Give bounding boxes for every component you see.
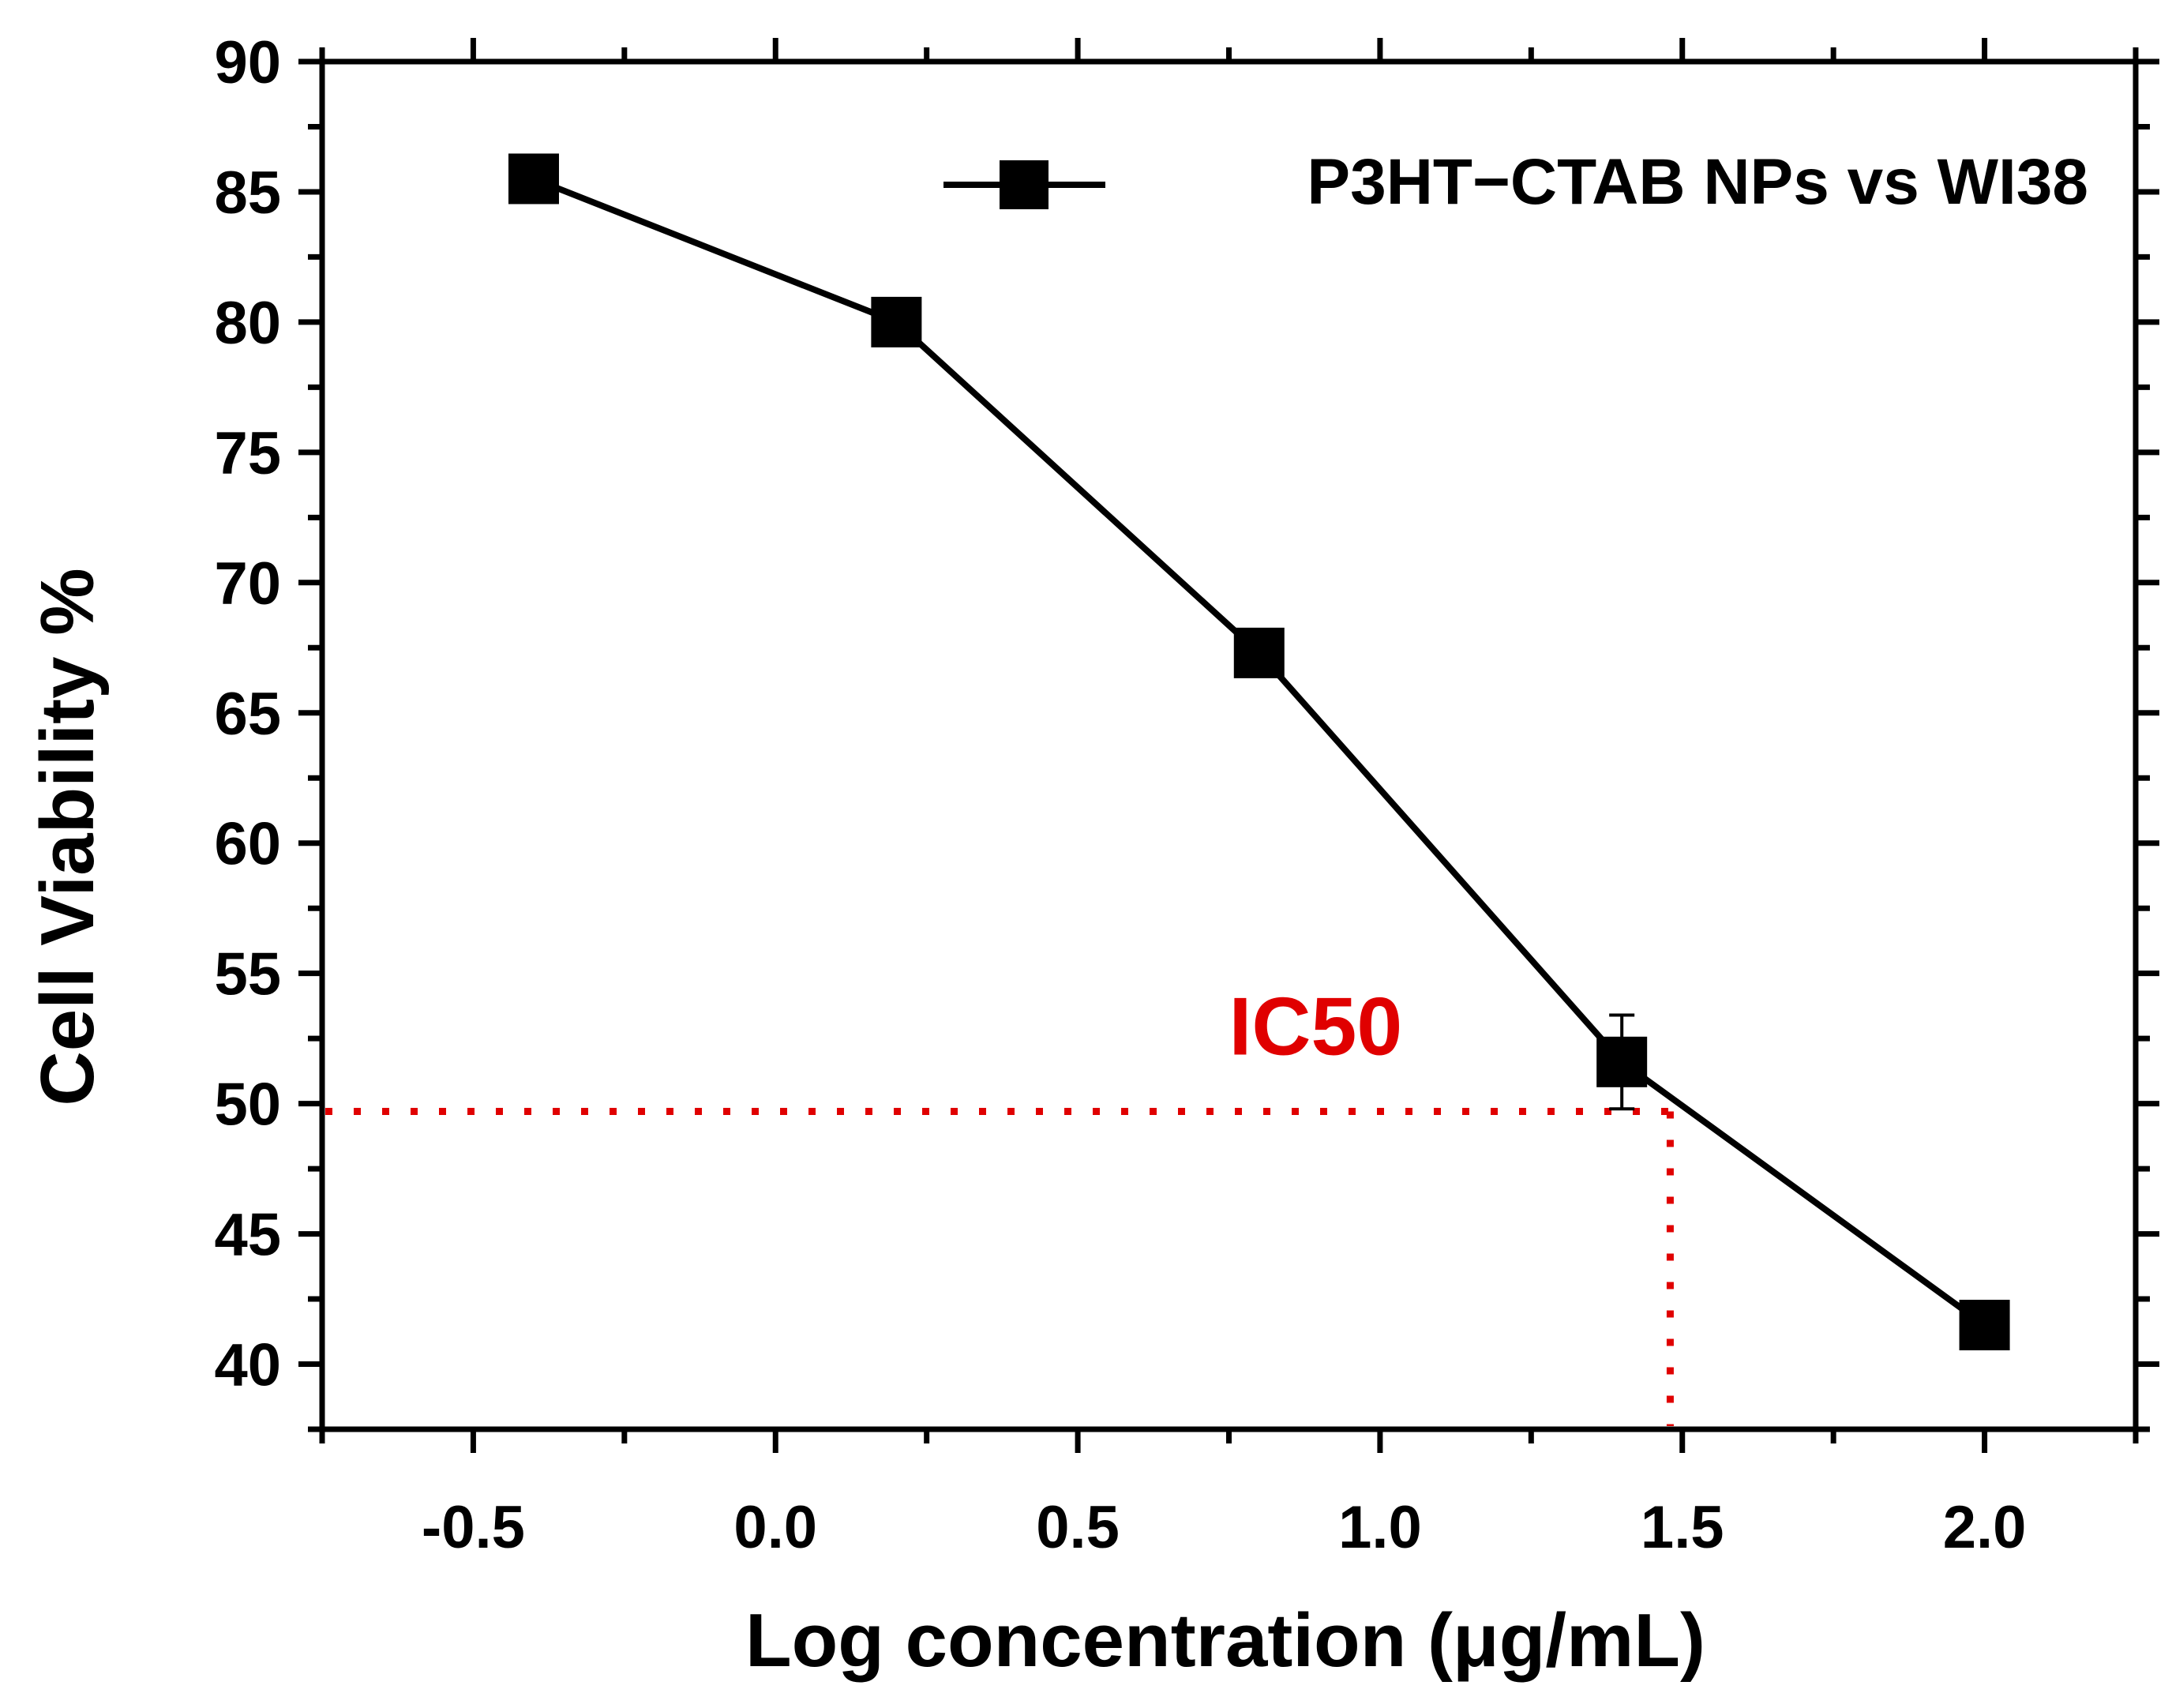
plot-border — [319, 58, 2139, 1432]
y-tick-label: 85 — [214, 160, 281, 227]
y-tick-label: 55 — [214, 941, 281, 1008]
plot-frame — [319, 58, 2139, 1432]
x-tick-label: -0.5 — [422, 1494, 525, 1561]
x-tick-label: 0.5 — [1036, 1494, 1120, 1561]
ic50-guides — [325, 1108, 1674, 1426]
x-tick-label: 0.0 — [733, 1494, 817, 1561]
y-tick-label: 75 — [214, 420, 281, 487]
y-tick-label: 65 — [214, 681, 281, 748]
legend — [943, 160, 1105, 209]
series-line — [532, 175, 1986, 1328]
x-axis-title: Log concentration (μg/mL) — [745, 1598, 1705, 1683]
y-tick-label: 60 — [214, 811, 281, 878]
y-tick-label: 80 — [214, 290, 281, 357]
y-tick-label: 50 — [214, 1072, 281, 1139]
axis-ticks — [298, 38, 2159, 1453]
y-tick-label: 40 — [214, 1332, 281, 1399]
y-tick-label: 70 — [214, 550, 281, 618]
data-point-marker — [1596, 1036, 1648, 1087]
legend-marker — [1000, 160, 1048, 209]
series-group — [508, 153, 2010, 1351]
y-tick-label: 90 — [214, 29, 281, 96]
data-point-marker — [1233, 627, 1285, 678]
x-tick-label: 1.5 — [1641, 1494, 1724, 1561]
data-point-marker — [1959, 1300, 2010, 1351]
x-tick-label: 1.0 — [1338, 1494, 1422, 1561]
data-point-marker — [508, 153, 559, 205]
data-point-marker — [871, 296, 922, 347]
legend-label: P3HT−CTAB NPs vs WI38 — [1307, 146, 2088, 218]
y-axis-title: Cell Viability % — [25, 568, 110, 1106]
y-tick-label: 45 — [214, 1202, 281, 1269]
ic50-annotation: IC50 — [1229, 982, 1403, 1073]
tick-labels: -0.5 0.0 0.5 1.0 1.5 2.0 40 45 50 55 60 65 70 75 80 85 9… — [214, 29, 2026, 1561]
x-tick-label: 2.0 — [1943, 1494, 2027, 1561]
